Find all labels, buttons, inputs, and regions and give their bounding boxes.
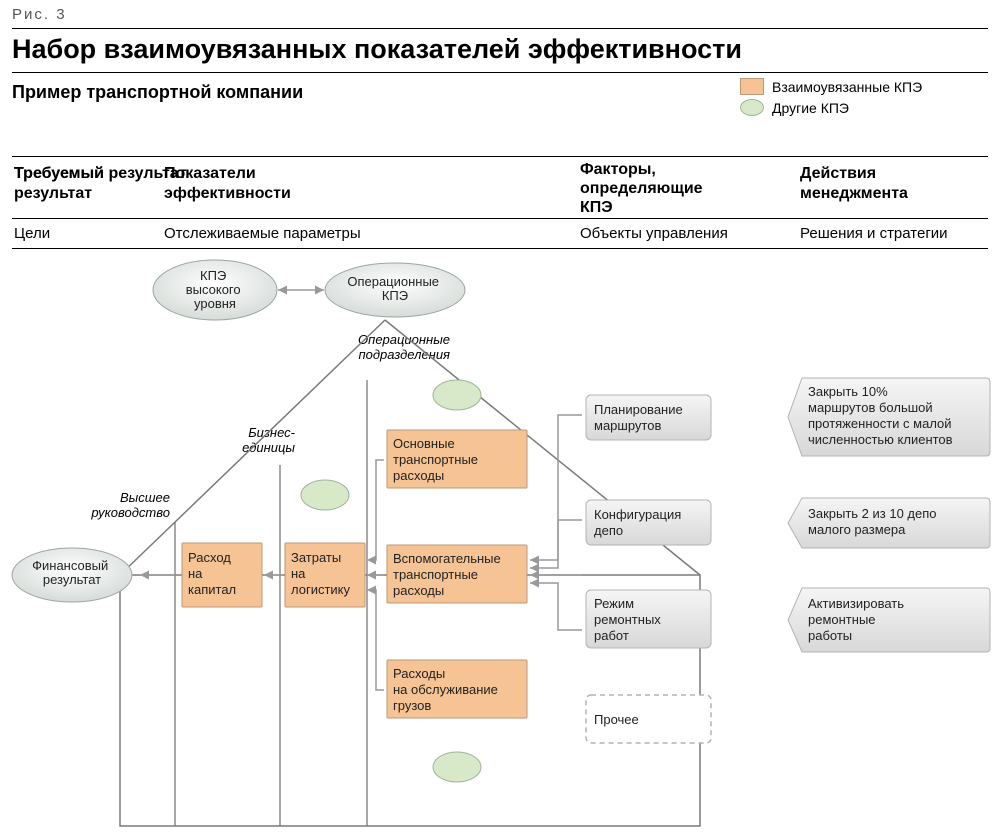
factor-other-text: Прочее [594,712,639,727]
other-kpi-oval-4 [433,752,481,782]
other-kpi-oval-2 [301,480,349,510]
other-kpi-oval-3 [433,380,481,410]
diagram-svg: КПЭ высокого уровня Операционные КПЭ Фин… [0,0,1000,834]
financial-result-text: Финансовый результат [32,558,112,587]
